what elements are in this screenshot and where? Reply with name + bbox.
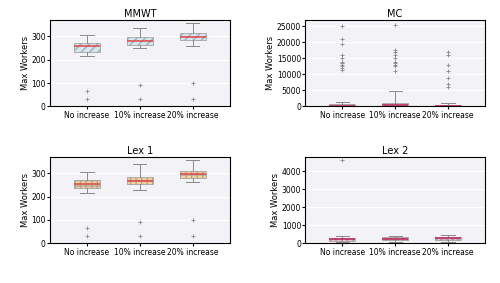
PathPatch shape [74, 43, 100, 52]
PathPatch shape [382, 237, 408, 241]
Y-axis label: Max Workers: Max Workers [271, 173, 280, 227]
Title: Lex 2: Lex 2 [382, 146, 408, 156]
PathPatch shape [180, 171, 206, 178]
Y-axis label: Max Workers: Max Workers [21, 36, 30, 90]
PathPatch shape [435, 104, 461, 106]
PathPatch shape [126, 37, 153, 45]
PathPatch shape [329, 104, 355, 106]
Title: Lex 1: Lex 1 [127, 146, 153, 156]
PathPatch shape [126, 177, 153, 184]
Title: MMWT: MMWT [124, 9, 156, 19]
PathPatch shape [382, 103, 408, 106]
PathPatch shape [74, 180, 100, 188]
PathPatch shape [435, 237, 461, 240]
Y-axis label: Max Workers: Max Workers [21, 173, 30, 227]
PathPatch shape [180, 33, 206, 40]
PathPatch shape [329, 238, 355, 241]
Title: MC: MC [388, 9, 402, 19]
Y-axis label: Max Workers: Max Workers [266, 36, 276, 90]
